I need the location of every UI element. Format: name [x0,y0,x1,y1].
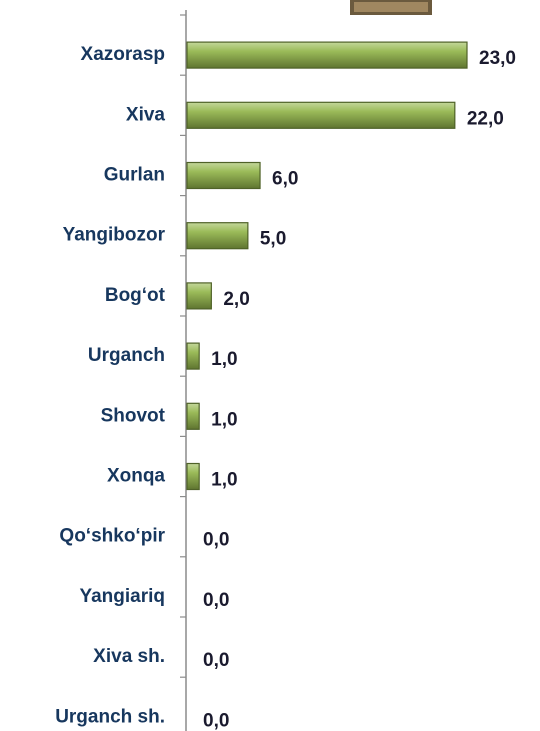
category-label: Xiva [126,104,166,125]
value-label: 6,0 [272,169,298,190]
category-label: Xiva sh. [93,646,165,667]
value-label: 0,0 [203,710,229,731]
category-label: Bog‘ot [105,285,166,306]
value-label: 0,0 [203,590,229,611]
decorative-image-detail [354,2,428,12]
bar [187,42,467,68]
value-label: 0,0 [203,650,229,671]
category-label: Xazorasp [81,44,165,65]
category-label: Yangibozor [63,225,166,246]
category-label: Gurlan [104,165,165,186]
value-label: 1,0 [211,349,237,370]
category-label: Qo‘shko‘pir [59,526,165,547]
value-label: 1,0 [211,470,237,491]
value-label: 23,0 [479,48,516,69]
value-label: 1,0 [211,409,237,430]
bar [187,283,211,309]
category-label: Yangiariq [79,586,165,607]
category-label: Shovot [101,405,166,426]
category-label: Urganch [88,345,165,366]
value-label: 5,0 [260,229,286,250]
bar [187,223,248,249]
category-label: Xonqa [107,466,165,487]
value-label: 0,0 [203,530,229,551]
chart: Xazorasp 23,0 Xiva 22,0 Gurlan 6,0 Yangibozor 5… [0,0,540,731]
bar [187,403,199,429]
value-label: 2,0 [223,289,249,310]
bar [187,464,199,490]
bar [187,102,455,128]
value-label: 22,0 [467,108,504,129]
bar [187,163,260,189]
bar [187,343,199,369]
category-label: Urganch sh. [55,706,165,727]
